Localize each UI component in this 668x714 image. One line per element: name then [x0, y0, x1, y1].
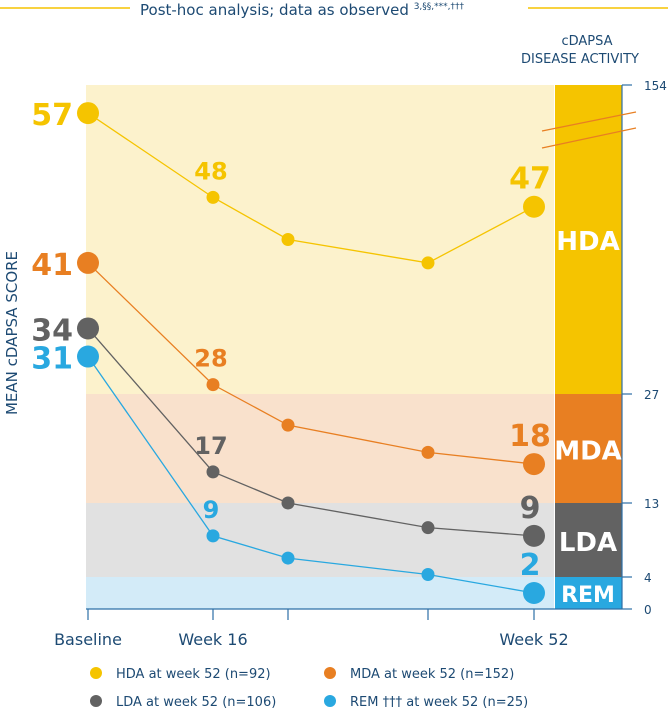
- x-tick-label: Baseline: [54, 630, 122, 649]
- data-point: [523, 582, 545, 604]
- zone-band-lda: [86, 503, 554, 577]
- data-point: [523, 453, 545, 476]
- data-point: [281, 233, 295, 246]
- legend-marker: [90, 695, 102, 707]
- legend-marker: [90, 667, 102, 679]
- chart-title: Post-hoc analysis; data as observed 3,§§…: [140, 1, 464, 19]
- scale-zone-label-hda: HDA: [556, 227, 619, 257]
- data-point: [77, 102, 99, 125]
- scale-tick-label-0: 0: [644, 603, 652, 617]
- data-point: [421, 445, 435, 459]
- data-label: 31: [31, 342, 73, 377]
- axis-break-mark-2: [541, 127, 637, 149]
- scale-tick-label-4: 4: [644, 571, 652, 585]
- zone-band-hda: [86, 85, 554, 394]
- legend-marker: [324, 667, 336, 679]
- legend-label: REM ††† at week 52 (n=25): [350, 695, 528, 710]
- data-point: [77, 345, 99, 368]
- y-axis-label: MEAN cDAPSA SCORE: [3, 251, 21, 415]
- scale-zone-label-mda: MDA: [554, 437, 622, 467]
- data-label: 9: [203, 496, 220, 524]
- legend-marker: [324, 695, 336, 707]
- data-point: [206, 465, 220, 479]
- data-point: [421, 256, 435, 270]
- x-tick-label: Week 52: [499, 630, 568, 649]
- scale-tick-label-27: 27: [644, 388, 659, 402]
- scale-bar-mda: [555, 394, 622, 503]
- axis-break-mark-1: [541, 111, 637, 132]
- zone-band-rem: [86, 577, 554, 609]
- data-label: 2: [520, 548, 541, 583]
- data-label: 17: [194, 432, 227, 460]
- data-point: [77, 251, 99, 274]
- scale-title-line1: cDAPSA: [561, 34, 612, 49]
- data-label: 9: [520, 491, 541, 526]
- scale-bar-rem: [555, 577, 622, 609]
- data-label: 48: [194, 157, 227, 185]
- scale-bar-lda: [555, 503, 622, 577]
- legend-label: LDA at week 52 (n=106): [116, 695, 276, 710]
- data-label: 28: [194, 345, 227, 373]
- data-point: [523, 524, 545, 547]
- data-point: [281, 496, 295, 510]
- data-point: [281, 418, 295, 432]
- scale-zone-label-lda: LDA: [559, 528, 617, 558]
- data-point: [421, 568, 435, 582]
- data-label: 47: [509, 162, 551, 197]
- data-point: [77, 317, 99, 340]
- data-point: [206, 378, 220, 392]
- data-label: 57: [31, 98, 73, 133]
- x-tick-label: Week 16: [178, 630, 247, 649]
- data-label: 34: [31, 313, 73, 348]
- scale-title-line2: DISEASE ACTIVITY: [521, 52, 639, 67]
- data-label: 41: [31, 248, 73, 283]
- scale-tick-label-154: 154: [644, 79, 667, 93]
- data-point: [206, 529, 220, 543]
- zone-band-mda: [86, 394, 554, 503]
- data-point: [523, 195, 545, 218]
- data-point: [206, 190, 220, 204]
- legend-label: MDA at week 52 (n=152): [350, 667, 514, 682]
- scale-zone-label-rem: REM: [561, 583, 615, 608]
- title-superscript: 3,§§,***,†††: [414, 2, 465, 12]
- scale-bar-hda: [555, 85, 622, 394]
- scale-tick-label-13: 13: [644, 497, 659, 511]
- legend-label: HDA at week 52 (n=92): [116, 667, 271, 682]
- data-point: [281, 551, 295, 565]
- data-point: [421, 521, 435, 535]
- data-label: 18: [509, 419, 551, 454]
